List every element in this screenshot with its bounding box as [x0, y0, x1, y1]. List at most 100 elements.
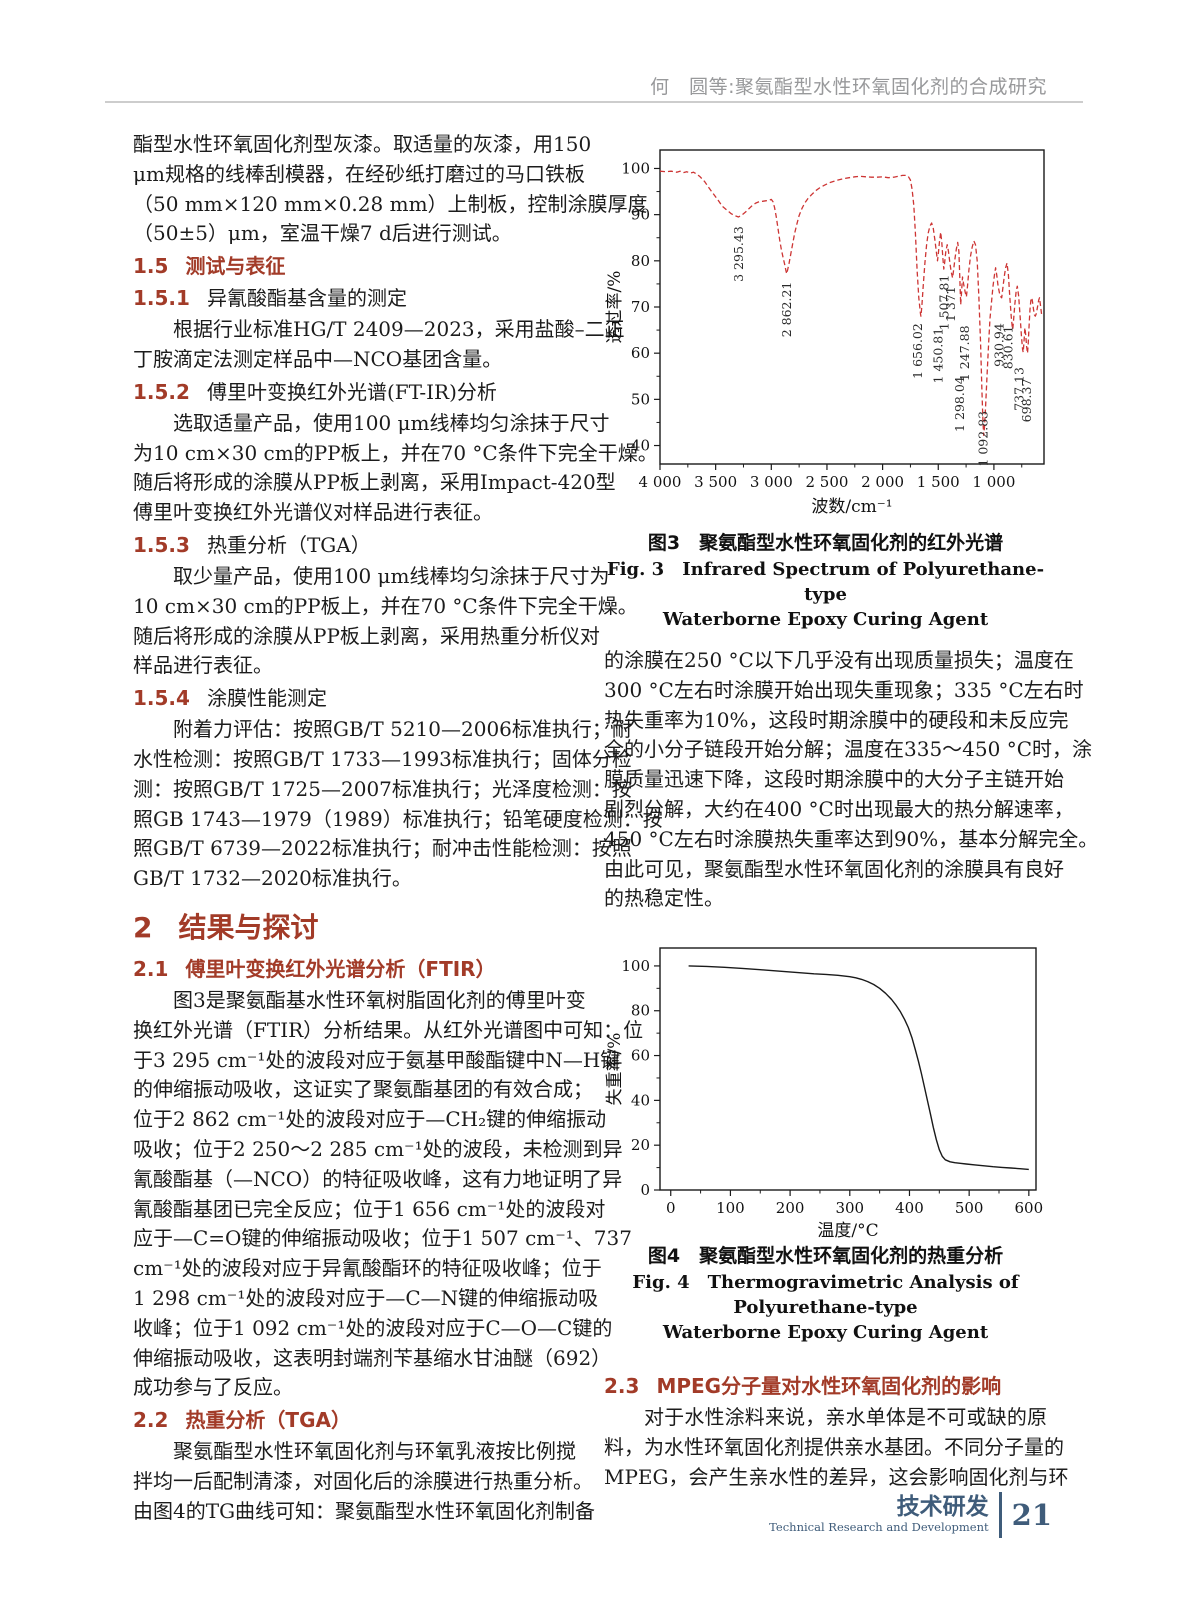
text-line: 水性检测：按照GB/T 1733—1993标准执行；固体分检 [133, 746, 632, 771]
figure-4-caption: 图4 聚氨酯型水性环氧固化剂的热重分析 Fig. 4 Thermogravime… [604, 1243, 1047, 1345]
section-heading-1-5-2: 1.5.2 傅里叶变换红外光谱(FT-IR)分析 [133, 377, 576, 407]
paragraph: 选取适量产品，使用100 μm线棒均匀涂抹于尺寸为10 cm×30 cm的PP板… [133, 409, 658, 528]
text-line: 由图4的TG曲线可知：聚氨酯型水性环氧固化剂制备 [133, 1498, 596, 1523]
svg-text:2 500: 2 500 [805, 473, 848, 491]
svg-text:3 000: 3 000 [750, 473, 793, 491]
paragraph: 根据行业标准HG/T 2409—2023，采用盐酸–二正 丁胺滴定法测定样品中—N… [133, 315, 625, 375]
text-line: 10 cm×30 cm的PP板上，并在70 °C条件下完全干燥。 [133, 593, 638, 618]
svg-text:1 656.02: 1 656.02 [910, 323, 925, 379]
svg-text:930.94: 930.94 [991, 323, 1006, 367]
section-title: 热重分析（TGA） [206, 532, 371, 557]
fig4-thermogravimetric-chart: 0 100 200 300 400 500 600 0 20 40 60 80 100 温度/°C 失重率/… [605, 947, 1043, 1241]
text-line: 的热稳定性。 [604, 886, 724, 911]
section-title: 傅里叶变换红外光谱(FT-IR)分析 [206, 379, 497, 404]
text-line: 换红外光谱（FTIR）分析结果。从红外光谱图中可知：位 [133, 1017, 644, 1042]
text-line: MPEG，会产生亲水性的差异，这会影响固化剂与环 [604, 1464, 1069, 1489]
section-title: MPEG分子量对水性环氧固化剂的影响 [656, 1374, 1002, 1399]
figure-4: 0 100 200 300 400 500 600 0 20 40 60 80 100 温度/°C 失重率/… [604, 938, 1047, 1345]
svg-text:4 000: 4 000 [639, 473, 682, 491]
svg-text:500: 500 [955, 1199, 984, 1217]
text-line: 成功参与了反应。 [133, 1375, 293, 1400]
footer-divider [998, 1492, 1002, 1538]
section-number: 2.1 [133, 956, 169, 981]
section-heading-2-3: 2.3 MPEG分子量对水性环氧固化剂的影响 [604, 1371, 1047, 1401]
svg-text:60: 60 [631, 344, 650, 362]
text-line: 傅里叶变换红外光谱仪对样品进行表征。 [133, 500, 493, 525]
figure-3-caption: 图3 聚氨酯型水性环氧固化剂的红外光谱 Fig. 3 Infrared Spec… [604, 530, 1047, 632]
fig3-infrared-spectrum-chart: 4 000 3 500 3 000 2 500 2 000 1 500 1 000 40 50 6… [605, 149, 1045, 517]
svg-text:400: 400 [895, 1199, 924, 1217]
text-line: 1 298 cm⁻¹处的波段对应于—C—N键的伸缩振动吸 [133, 1285, 599, 1310]
section-title: 傅里叶变换红外光谱分析（FTIR） [185, 956, 496, 981]
section-number: 2 [133, 910, 153, 944]
section-number: 1.5.3 [133, 532, 190, 557]
text-line: 于3 295 cm⁻¹处的波段对应于氨基甲酸酯键中N—H键 [133, 1047, 621, 1072]
text-line: 为10 cm×30 cm的PP板上，并在70 °C条件下完全干燥。 [133, 440, 658, 465]
text-line: 选取适量产品，使用100 μm线棒均匀涂抹于尺寸 [173, 410, 610, 435]
header-rule [105, 101, 1083, 103]
svg-text:1 298.04: 1 298.04 [952, 376, 967, 432]
two-column-layout: 酯型水性环氧固化剂型灰漆。取适量的灰漆，用150 μm规格的线棒刮模器，在经砂纸打… [133, 130, 1099, 1526]
text-line: 酯型水性环氧固化剂型灰漆。取适量的灰漆，用150 [133, 132, 592, 156]
section-title: 结果与探讨 [178, 910, 319, 944]
text-line: 氰酸酯基团已完全反应；位于1 656 cm⁻¹处的波段对 [133, 1196, 606, 1221]
paragraph: 聚氨酯型水性环氧固化剂与环氧乳液按比例搅 拌均一后配制清漆，对固化后的涂膜进行热重… [133, 1437, 596, 1526]
svg-text:100: 100 [621, 957, 650, 975]
text-line: 450 °C左右时涂膜热失重率达到90%，基本分解完全。 [604, 826, 1099, 851]
svg-text:100: 100 [716, 1199, 745, 1217]
svg-text:1 000: 1 000 [972, 473, 1015, 491]
figure-caption-en: Waterborne Epoxy Curing Agent [662, 609, 989, 630]
section-heading-1-5-4: 1.5.4 涂膜性能测定 [133, 683, 576, 713]
figure-caption-en: Fig. 4 Thermogravimetric Analysis of Pol… [632, 1272, 1019, 1319]
text-line: 收峰；位于1 092 cm⁻¹处的波段对应于C—O—C键的 [133, 1315, 613, 1340]
section-number: 1.5.4 [133, 686, 190, 711]
svg-text:温度/°C: 温度/°C [817, 1221, 878, 1241]
svg-text:3 500: 3 500 [694, 473, 737, 491]
svg-text:0: 0 [666, 1199, 676, 1217]
section-heading-2: 2 结果与探讨 [133, 910, 576, 946]
svg-text:60: 60 [631, 1047, 650, 1065]
page-footer: 技术研发 Technical Research and Development … [769, 1492, 1052, 1538]
svg-text:20: 20 [631, 1136, 650, 1154]
svg-text:1 092.83: 1 092.83 [975, 411, 990, 467]
footer-section-en: Technical Research and Development [769, 1520, 989, 1534]
paragraph: 对于水性涂料来说，亲水单体是不可或缺的原料，为水性环氧固化剂提供亲水基团。不同分… [604, 1403, 1069, 1492]
page-number: 21 [1011, 1498, 1052, 1532]
svg-text:1 500: 1 500 [917, 473, 960, 491]
text-line: 取少量产品，使用100 μm线棒均匀涂抹于尺寸为 [173, 563, 610, 588]
section-number: 1.5.2 [133, 379, 190, 404]
svg-text:698.37: 698.37 [1019, 379, 1034, 423]
svg-text:80: 80 [631, 1002, 650, 1020]
text-line: 位于2 862 cm⁻¹处的波段对应于—CH₂键的伸缩振动 [133, 1107, 607, 1132]
svg-text:300: 300 [835, 1199, 864, 1217]
text-line: 料，为水性环氧固化剂提供亲水基团。不同分子量的 [604, 1434, 1064, 1459]
text-line: 300 °C左右时涂膜开始出现失重现象；335 °C左右时 [604, 677, 1084, 702]
text-line: 的伸缩振动吸收，这证实了聚氨酯基团的有效合成； [133, 1077, 593, 1102]
running-head: 何 圆等:聚氨酯型水性环氧固化剂的合成研究 [650, 76, 1047, 98]
text-line: 对于水性涂料来说，亲水单体是不可或缺的原 [644, 1405, 1047, 1430]
text-line: 吸收；位于2 250～2 285 cm⁻¹处的波段，未检测到异 [133, 1136, 623, 1161]
svg-text:0: 0 [640, 1181, 650, 1199]
svg-text:波数/cm⁻¹: 波数/cm⁻¹ [811, 497, 892, 517]
section-number: 1.5.1 [133, 286, 190, 311]
section-heading-1-5-1: 1.5.1 异氰酸酯基含量的测定 [133, 283, 576, 313]
footer-section: 技术研发 Technical Research and Development [769, 1495, 988, 1535]
text-line: 根据行业标准HG/T 2409—2023，采用盐酸–二正 [173, 317, 625, 342]
svg-text:透过率/%: 透过率/% [605, 271, 625, 344]
section-number: 2.2 [133, 1408, 169, 1433]
section-heading-1-5-3: 1.5.3 热重分析（TGA） [133, 530, 576, 560]
svg-text:1 371: 1 371 [943, 286, 958, 322]
text-line: 测：按照GB/T 1725—2007标准执行；光泽度检测：按 [133, 776, 632, 801]
svg-text:失重率/%: 失重率/% [605, 1033, 625, 1106]
text-line: 聚氨酯型水性环氧固化剂与环氧乳液按比例搅 [173, 1439, 576, 1464]
section-heading-2-1: 2.1 傅里叶变换红外光谱分析（FTIR） [133, 954, 576, 984]
svg-text:90: 90 [631, 206, 650, 224]
text-line: 的涂膜在250 °C以下几乎没有出现质量损失；温度在 [604, 648, 1074, 672]
figure-caption-en: Fig. 3 Infrared Spectrum of Polyurethane… [606, 559, 1045, 605]
paragraph: 的涂膜在250 °C以下几乎没有出现质量损失；温度在 300 °C左右时涂膜开始出… [604, 646, 1099, 914]
section-title: 涂膜性能测定 [206, 686, 327, 711]
paragraph: 附着力评估：按照GB/T 5210—2006标准执行；耐 水性检测：按照GB/T … [133, 715, 663, 894]
text-line: 热失重率为10%，这段时期涂膜中的硬段和未反应完 [604, 707, 1069, 732]
section-title: 测试与表征 [185, 254, 286, 279]
